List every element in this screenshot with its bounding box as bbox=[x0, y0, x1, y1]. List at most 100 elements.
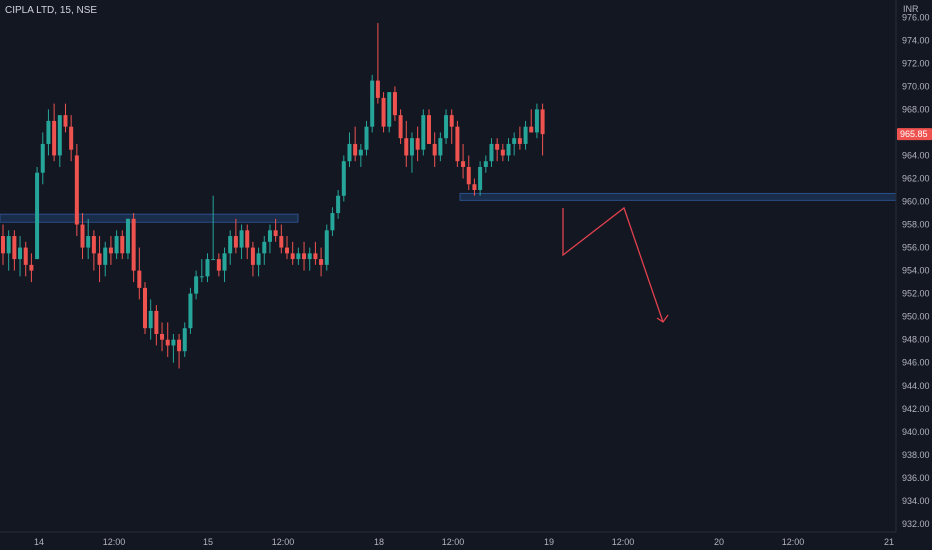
arrow-head bbox=[656, 314, 669, 323]
candle-body bbox=[358, 149, 363, 156]
candle-body bbox=[285, 247, 289, 254]
candle-body bbox=[364, 126, 369, 150]
candle-body bbox=[1, 236, 5, 254]
candle-body bbox=[540, 109, 545, 135]
zone-box bbox=[459, 192, 897, 201]
candle-body bbox=[160, 333, 165, 340]
candle-body bbox=[489, 143, 494, 162]
price-tick-label: 972.00 bbox=[902, 58, 930, 68]
candle-body bbox=[296, 253, 301, 260]
candle-body bbox=[302, 253, 307, 260]
candle-body bbox=[466, 166, 471, 185]
price-tick-label: 938.00 bbox=[902, 450, 930, 460]
price-tick-label: 946.00 bbox=[902, 358, 930, 368]
candle-body bbox=[273, 230, 278, 237]
candle-body bbox=[370, 80, 375, 127]
candle-body bbox=[205, 259, 210, 277]
candle-body bbox=[131, 218, 136, 271]
last-price-tag: 965.85 bbox=[897, 128, 932, 141]
candle-body bbox=[500, 149, 505, 156]
price-tick-label: 964.00 bbox=[902, 150, 930, 160]
candle-body bbox=[432, 143, 437, 156]
price-tick-label: 932.00 bbox=[902, 519, 930, 529]
time-tick-label: 20 bbox=[714, 537, 724, 547]
candle-body bbox=[120, 236, 125, 254]
candle-body bbox=[63, 115, 68, 127]
candle-body bbox=[103, 247, 108, 265]
candlestick-series bbox=[1, 23, 545, 369]
price-tick-label: 956.00 bbox=[902, 243, 930, 253]
candle-body bbox=[341, 161, 346, 196]
price-tick-label: 960.00 bbox=[902, 197, 930, 207]
candle-body bbox=[324, 230, 329, 265]
candle-body bbox=[114, 236, 119, 254]
candle-body bbox=[86, 236, 91, 248]
candle-body bbox=[211, 259, 216, 261]
candle-body bbox=[438, 138, 443, 156]
candle-body bbox=[69, 126, 74, 150]
candle-body bbox=[478, 166, 483, 190]
price-tick-label: 942.00 bbox=[902, 404, 930, 414]
candle-body bbox=[35, 172, 40, 260]
candle-body bbox=[529, 126, 534, 133]
time-tick-label: 15 bbox=[203, 537, 213, 547]
price-axis[interactable]: 976.00974.00972.00970.00968.00966.00964.… bbox=[902, 12, 930, 529]
candle-body bbox=[182, 328, 187, 352]
support-resistance-zones bbox=[0, 192, 897, 223]
last-price-tag-bg bbox=[897, 128, 932, 141]
candle-body bbox=[29, 264, 34, 271]
price-tick-label: 958.00 bbox=[902, 220, 930, 230]
candle-body bbox=[449, 115, 454, 127]
price-tick-label: 936.00 bbox=[902, 473, 930, 483]
candle-body bbox=[506, 143, 511, 156]
price-tick-label: 950.00 bbox=[902, 312, 930, 322]
price-tick-label: 968.00 bbox=[902, 104, 930, 114]
candle-body bbox=[375, 80, 380, 98]
time-axis[interactable]: 14 12:00 15 12:00 18 12:00 19 12:00 20 12:00 21 bbox=[34, 537, 894, 547]
candle-body bbox=[279, 236, 284, 248]
candle-body bbox=[313, 253, 318, 260]
candle-body bbox=[125, 218, 130, 254]
candle-body bbox=[256, 253, 261, 265]
candle-body bbox=[245, 230, 250, 248]
candle-body bbox=[415, 138, 420, 150]
candle-body bbox=[12, 236, 17, 260]
candle-body bbox=[381, 97, 386, 127]
time-tick-label: 19 bbox=[544, 537, 554, 547]
candle-body bbox=[495, 143, 500, 150]
time-tick-label: 14 bbox=[34, 537, 44, 547]
price-tick-label: 974.00 bbox=[902, 35, 930, 45]
time-tick-label: 12:00 bbox=[272, 537, 295, 547]
zone-box bbox=[0, 213, 299, 223]
candle-body bbox=[427, 115, 431, 144]
candle-body bbox=[154, 310, 159, 334]
candle-body bbox=[392, 92, 397, 116]
currency-label: INR bbox=[903, 4, 919, 14]
price-tick-label: 954.00 bbox=[902, 266, 930, 276]
candle-body bbox=[523, 126, 528, 144]
candle-body bbox=[347, 143, 352, 162]
candle-body bbox=[404, 138, 409, 156]
candle-body bbox=[421, 115, 426, 150]
price-tick-label: 970.00 bbox=[902, 81, 930, 91]
candle-body bbox=[52, 120, 57, 156]
candle-body bbox=[228, 236, 233, 254]
candle-body bbox=[91, 236, 96, 254]
candle-body bbox=[40, 143, 45, 173]
candle-body bbox=[398, 115, 403, 139]
candle-body bbox=[74, 155, 79, 225]
projection-drawing bbox=[562, 206, 669, 323]
candle-body bbox=[461, 161, 466, 167]
candle-body bbox=[233, 236, 238, 248]
candle-body bbox=[108, 247, 113, 254]
candle-body bbox=[6, 236, 11, 254]
candle-body bbox=[534, 109, 539, 133]
candle-body bbox=[57, 115, 62, 156]
price-tick-label: 948.00 bbox=[902, 335, 930, 345]
candle-body bbox=[483, 161, 488, 167]
candle-body bbox=[165, 339, 170, 346]
last-price-tag-label: 965.85 bbox=[900, 129, 928, 139]
candle-body bbox=[216, 259, 221, 271]
candle-body bbox=[455, 126, 460, 162]
